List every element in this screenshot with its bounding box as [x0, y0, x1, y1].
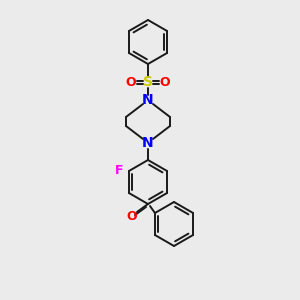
- Text: O: O: [160, 76, 170, 88]
- Text: O: O: [126, 76, 136, 88]
- Text: F: F: [115, 164, 123, 178]
- Text: N: N: [142, 136, 154, 150]
- Text: N: N: [142, 93, 154, 107]
- Text: O: O: [127, 209, 137, 223]
- Text: S: S: [143, 75, 153, 89]
